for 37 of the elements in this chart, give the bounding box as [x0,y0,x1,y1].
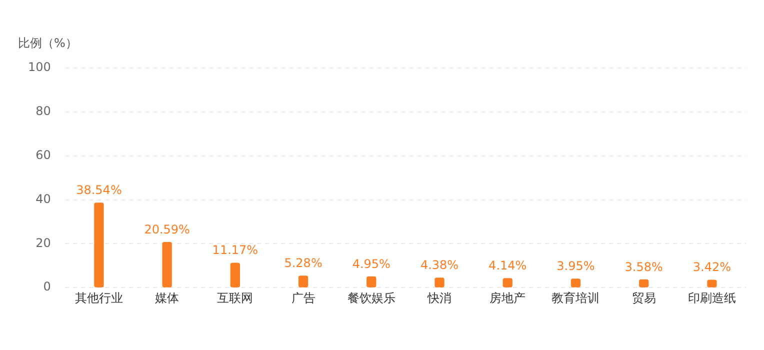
bar [707,280,717,288]
y-tick-label: 40 [36,192,51,206]
data-label: 11.17% [212,243,258,258]
x-tick-label: 印刷造纸 [688,290,736,305]
x-tick-label: 其他行业 [74,290,123,305]
data-label: 4.38% [420,258,459,272]
data-label: 4.95% [352,256,390,271]
bar [639,279,649,288]
x-tick-label: 广告 [291,290,316,305]
data-label: 3.42% [692,260,732,274]
y-tick-label: 20 [36,236,51,250]
bar [570,278,581,288]
x-tick-label: 教育培训 [552,290,600,305]
x-tick-label: 快消 [426,290,452,305]
bar [162,242,172,288]
data-label: 20.59% [144,222,190,237]
bar [502,278,512,288]
bar [298,276,308,288]
data-label: 3.58% [624,260,663,274]
x-tick-label: 餐饮娱乐 [347,290,396,305]
data-label: 38.54% [76,183,122,198]
y-tick-label: 80 [36,104,51,118]
bar [434,278,444,288]
data-label: 4.14% [488,258,527,273]
y-tick-label: 0 [43,280,51,294]
bar [94,202,104,288]
data-label: 5.28% [284,256,322,270]
y-tick-label: 100 [28,60,51,74]
y-tick-label: 60 [36,148,51,162]
x-tick-label: 媒体 [155,290,180,305]
bar [230,262,240,288]
x-tick-label: 贸易 [632,290,656,305]
bar [366,276,376,288]
x-tick-label: 互联网 [217,290,254,305]
data-label: 3.95% [556,259,595,274]
y-axis-title: 比例（%） [18,36,78,50]
x-tick-label: 房地产 [490,290,526,305]
